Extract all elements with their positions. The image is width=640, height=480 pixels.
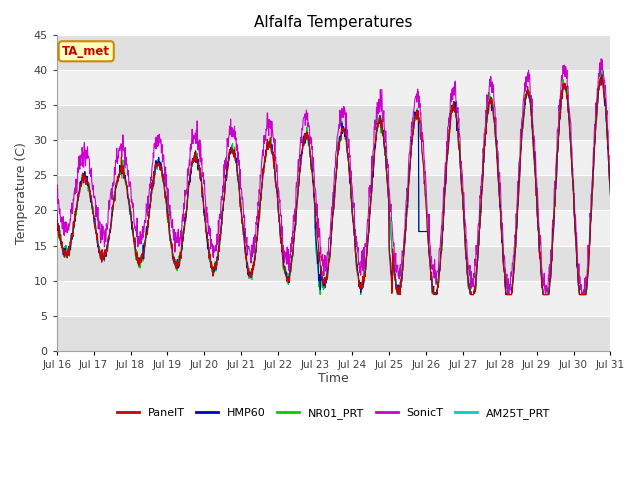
Bar bbox=[57, 315, 611, 350]
Y-axis label: Temperature (C): Temperature (C) bbox=[15, 142, 28, 244]
Title: Alfalfa Temperatures: Alfalfa Temperatures bbox=[254, 15, 413, 30]
Legend: PanelT, HMP60, NR01_PRT, SonicT, AM25T_PRT: PanelT, HMP60, NR01_PRT, SonicT, AM25T_P… bbox=[113, 404, 555, 423]
Bar bbox=[57, 211, 611, 245]
Bar bbox=[57, 106, 611, 141]
Bar bbox=[57, 280, 611, 315]
Bar bbox=[57, 71, 611, 106]
Text: TA_met: TA_met bbox=[62, 45, 110, 58]
Bar bbox=[57, 141, 611, 176]
Bar bbox=[57, 245, 611, 280]
X-axis label: Time: Time bbox=[318, 372, 349, 385]
Bar bbox=[57, 36, 611, 71]
Bar bbox=[57, 176, 611, 211]
